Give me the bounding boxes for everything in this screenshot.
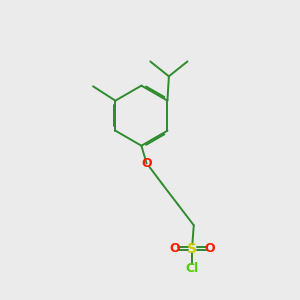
Text: S: S — [187, 242, 197, 256]
Text: O: O — [141, 157, 152, 170]
Text: Cl: Cl — [186, 262, 199, 275]
Text: O: O — [205, 242, 215, 255]
Text: O: O — [169, 242, 180, 255]
